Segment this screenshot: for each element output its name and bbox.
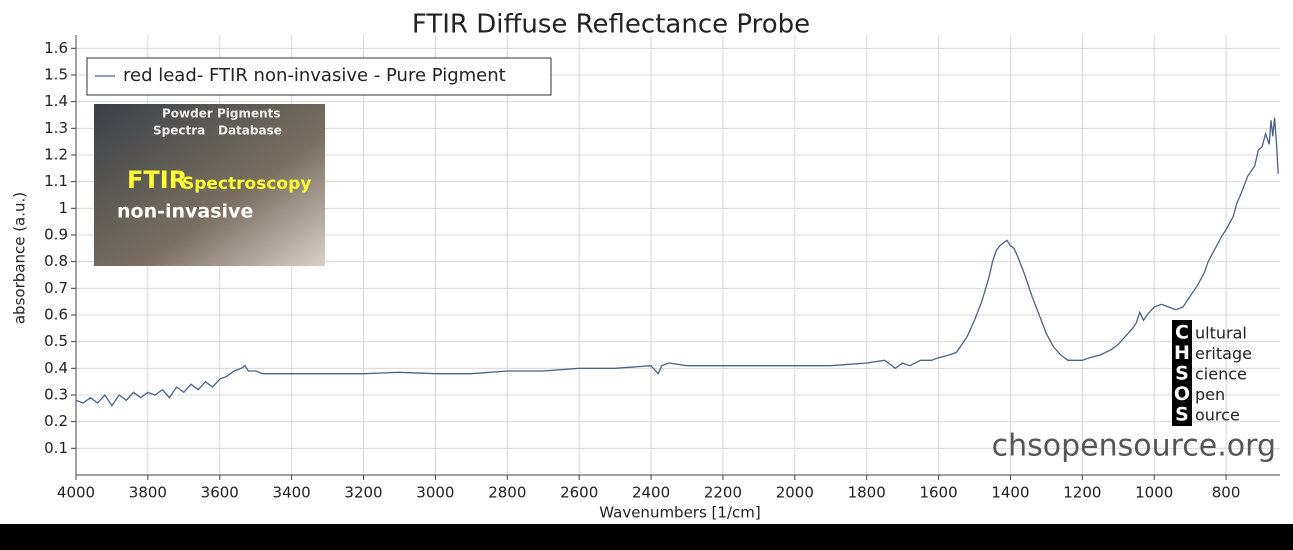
y-tick-label: 1.3	[44, 119, 68, 137]
y-tick-label: 0.7	[44, 279, 68, 297]
x-tick-label: 3200	[344, 484, 382, 502]
logo-letter: O	[1174, 383, 1190, 405]
y-tick-label: 0.1	[44, 439, 68, 457]
y-tick-label: 1.5	[44, 66, 68, 84]
logo-word: cience	[1195, 365, 1247, 384]
logo-word: ultural	[1195, 324, 1247, 343]
y-tick-label: 0.5	[44, 332, 68, 350]
x-tick-label: 2000	[776, 484, 814, 502]
logo-bar	[1172, 320, 1192, 426]
y-tick-label: 0.8	[44, 252, 68, 270]
x-tick-label: 1200	[1063, 484, 1101, 502]
x-tick-label: 2200	[704, 484, 742, 502]
y-axis-label: absorbance (a.u.)	[11, 192, 29, 324]
y-tick-label: 0.2	[44, 412, 68, 430]
inset-text: Spectroscopy	[182, 174, 311, 194]
inset-text: Database	[218, 124, 282, 138]
logo-word: pen	[1195, 385, 1225, 404]
y-tick-label: 1	[58, 199, 68, 217]
logo-word: ource	[1195, 406, 1240, 425]
y-tick-label: 0.4	[44, 359, 68, 377]
inset-text: FTIR	[127, 166, 187, 194]
x-tick-label: 1000	[1135, 484, 1173, 502]
y-tick-label: 0.3	[44, 386, 68, 404]
chart-title: FTIR Diffuse Reflectance Probe	[412, 10, 810, 40]
x-tick-label: 800	[1212, 484, 1241, 502]
y-tick-label: 1.1	[44, 172, 68, 190]
logo-word: eritage	[1195, 344, 1252, 363]
inset-text: Spectra	[153, 124, 205, 138]
logo-letter: C	[1175, 322, 1189, 344]
x-tick-label: 3800	[129, 484, 167, 502]
x-tick-label: 3000	[416, 484, 454, 502]
logo-letter: S	[1175, 404, 1189, 426]
x-axis-label: Wavenumbers [1/cm]	[599, 504, 760, 522]
logo-letter: H	[1174, 342, 1190, 364]
watermark: chsopensource.org	[992, 429, 1276, 464]
y-tick-label: 1.6	[44, 39, 68, 57]
x-tick-label: 2600	[560, 484, 598, 502]
legend-label: red lead- FTIR non-invasive - Pure Pigme…	[123, 65, 506, 86]
x-tick-label: 2400	[632, 484, 670, 502]
x-tick-label: 1400	[991, 484, 1029, 502]
x-tick-label: 3600	[201, 484, 239, 502]
x-tick-label: 4000	[57, 484, 95, 502]
y-tick-label: 1.2	[44, 146, 68, 164]
inset-image	[94, 104, 325, 266]
logo-letter: S	[1175, 363, 1189, 385]
legend-box	[86, 57, 552, 96]
x-tick-label: 3400	[273, 484, 311, 502]
y-tick-label: 1.4	[44, 92, 68, 110]
data-line	[75, 117, 1279, 407]
x-tick-label: 2800	[488, 484, 526, 502]
inset-text: Powder Pigments	[162, 107, 281, 121]
y-tick-label: 0.9	[44, 226, 68, 244]
x-tick-label: 1800	[848, 484, 886, 502]
inset-text: non-invasive	[117, 201, 253, 223]
x-tick-label: 1600	[919, 484, 957, 502]
y-tick-label: 0.6	[44, 306, 68, 324]
